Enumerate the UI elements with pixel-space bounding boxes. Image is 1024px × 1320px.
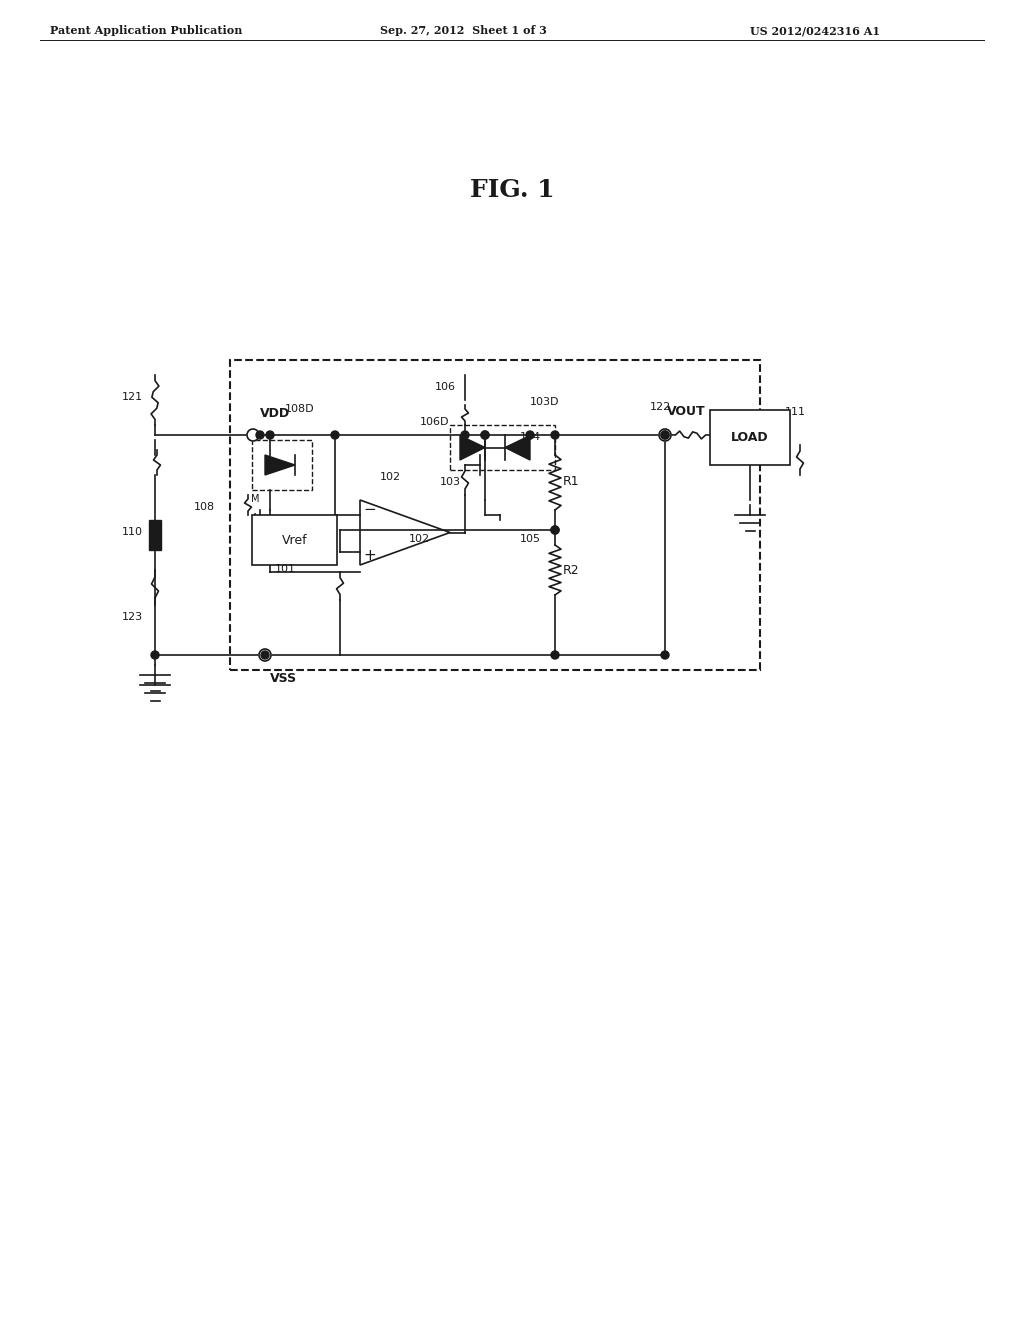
Text: FIG. 1: FIG. 1 — [470, 178, 554, 202]
Text: VOUT: VOUT — [667, 405, 706, 418]
Text: R2: R2 — [563, 564, 580, 577]
Circle shape — [261, 651, 269, 659]
Circle shape — [331, 432, 339, 440]
Text: 103: 103 — [439, 477, 461, 487]
Text: 105: 105 — [520, 535, 541, 544]
Text: 122: 122 — [650, 403, 672, 412]
Circle shape — [551, 525, 559, 535]
Text: +: + — [364, 548, 377, 562]
Circle shape — [481, 432, 489, 440]
Circle shape — [659, 429, 671, 441]
Text: 102: 102 — [409, 535, 430, 544]
Bar — [252, 515, 337, 565]
Polygon shape — [265, 455, 295, 475]
Text: 101: 101 — [275, 564, 296, 574]
Polygon shape — [505, 436, 530, 459]
Bar — [150, 520, 161, 550]
Circle shape — [551, 525, 559, 535]
Circle shape — [526, 432, 534, 440]
Text: LOAD: LOAD — [731, 432, 769, 444]
Bar — [710, 411, 790, 465]
Text: 104: 104 — [520, 432, 541, 442]
Text: 108: 108 — [194, 502, 215, 512]
Bar — [230, 360, 760, 671]
Text: 106D: 106D — [420, 417, 450, 426]
Circle shape — [461, 432, 469, 440]
Text: US 2012/0242316 A1: US 2012/0242316 A1 — [750, 25, 880, 36]
Text: 110: 110 — [122, 527, 143, 537]
Circle shape — [481, 432, 489, 440]
Circle shape — [662, 432, 669, 440]
Text: 102: 102 — [380, 473, 400, 482]
Text: 106: 106 — [434, 381, 456, 392]
Text: 121: 121 — [122, 392, 143, 403]
Text: 108D: 108D — [286, 404, 314, 414]
Bar — [252, 440, 312, 490]
Bar — [450, 425, 555, 470]
Text: −: − — [364, 503, 377, 517]
Circle shape — [151, 651, 159, 659]
Text: VDD: VDD — [260, 407, 290, 420]
Circle shape — [259, 649, 271, 661]
Text: M: M — [251, 494, 259, 504]
Circle shape — [247, 429, 259, 441]
Text: 103D: 103D — [530, 397, 560, 407]
Circle shape — [662, 651, 669, 659]
Text: Sep. 27, 2012  Sheet 1 of 3: Sep. 27, 2012 Sheet 1 of 3 — [380, 25, 547, 36]
Text: 111: 111 — [785, 407, 806, 417]
Circle shape — [551, 651, 559, 659]
Text: R1: R1 — [563, 475, 580, 488]
Circle shape — [551, 432, 559, 440]
Circle shape — [266, 432, 274, 440]
Circle shape — [662, 432, 669, 440]
Polygon shape — [460, 436, 485, 459]
Text: 123: 123 — [122, 612, 143, 622]
Circle shape — [256, 432, 264, 440]
Text: VSS: VSS — [270, 672, 297, 685]
Text: Patent Application Publication: Patent Application Publication — [50, 25, 243, 36]
Text: Vref: Vref — [282, 533, 307, 546]
